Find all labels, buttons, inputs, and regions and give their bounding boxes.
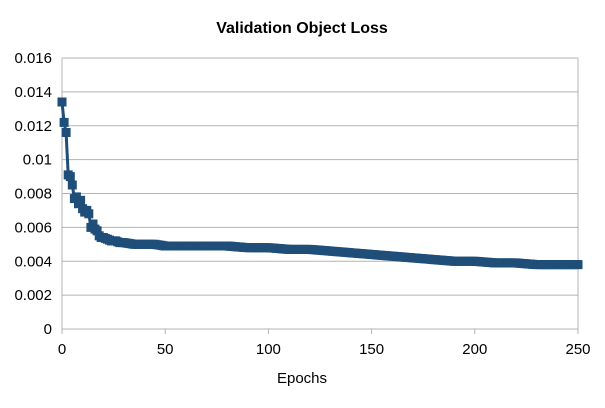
y-tick-label: 0.012	[14, 118, 52, 135]
x-tick-label: 0	[58, 341, 66, 358]
y-tick-label: 0.01	[23, 152, 52, 169]
y-tick-label: 0.014	[14, 84, 52, 101]
grid-lines	[62, 57, 578, 330]
x-tick-label: 250	[565, 341, 590, 358]
data-point	[88, 219, 98, 229]
x-tick-label: 50	[157, 341, 174, 358]
y-tick-label: 0	[44, 321, 52, 338]
x-tick-label: 150	[359, 341, 384, 358]
chart-title: Validation Object Loss	[216, 20, 388, 37]
data-point	[61, 128, 71, 137]
axes	[61, 58, 579, 334]
data-point	[76, 195, 86, 205]
y-tick-label: 0.016	[14, 50, 52, 67]
x-axis-label: Epochs	[277, 370, 327, 387]
y-tick-labels: 0 0.002 0.004 0.006 0.008 0.01 0.012 0.014 0.016	[14, 50, 52, 338]
data-point	[67, 180, 77, 190]
series-loss	[57, 97, 583, 270]
x-tick-label: 200	[462, 341, 487, 358]
y-tick-label: 0.004	[14, 253, 52, 270]
data-point	[92, 226, 102, 236]
y-tick-label: 0.002	[14, 287, 52, 304]
y-tick-label: 0.008	[14, 186, 52, 203]
x-tick-label: 100	[256, 341, 281, 358]
x-tick-labels: 0 50 100 150 200 250	[58, 341, 591, 358]
data-point	[573, 260, 583, 270]
data-point	[57, 97, 67, 107]
y-tick-label: 0.006	[14, 219, 52, 236]
data-point	[65, 172, 75, 182]
data-point	[84, 209, 94, 219]
data-point	[59, 117, 69, 127]
